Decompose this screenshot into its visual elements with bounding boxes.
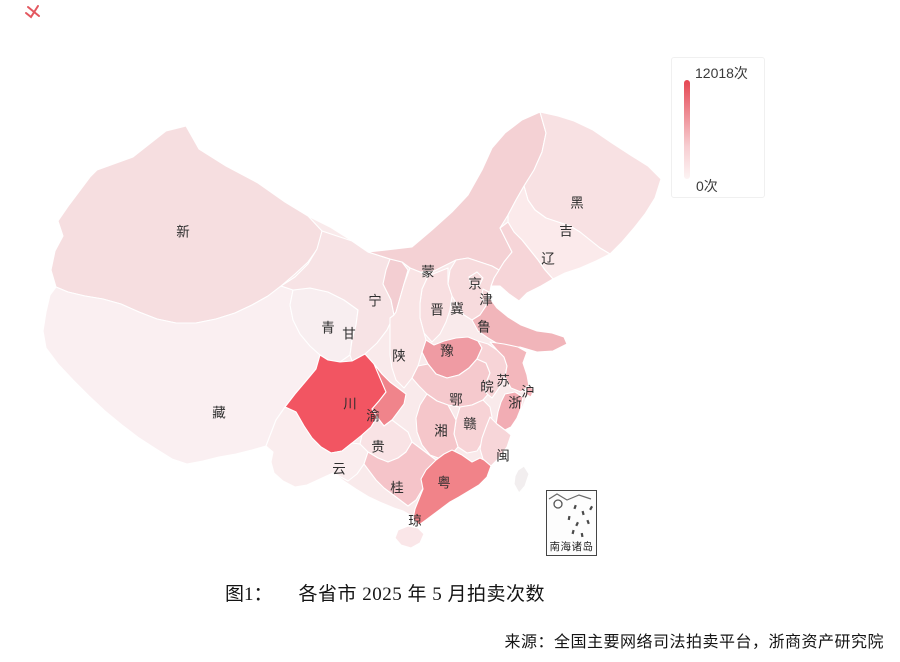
figure-caption: 图1： 各省市 2025 年 5 月拍卖次数 <box>225 579 545 606</box>
province-chongqing[interactable] <box>371 363 407 427</box>
figure-caption-text: 各省市 2025 年 5 月拍卖次数 <box>298 584 546 605</box>
legend-gradient-bar <box>684 80 690 179</box>
south-china-sea-inset: 南海诸岛 <box>546 490 597 556</box>
province-shanghai[interactable] <box>524 385 535 398</box>
legend-min-label: 0次 <box>696 178 718 194</box>
province-fujian[interactable] <box>479 416 512 467</box>
sea-inset-label: 南海诸岛 <box>549 541 594 553</box>
sea-islands-icon <box>548 493 594 538</box>
province-liaoning[interactable] <box>490 221 554 302</box>
source-line: 来源：全国主要网络司法拍卖平台，浙商资产研究院 <box>504 634 884 651</box>
province-guangdong[interactable] <box>412 449 492 526</box>
province-taiwan[interactable] <box>513 465 530 494</box>
province-beijing[interactable] <box>468 271 484 287</box>
legend-max-label: 12018次 <box>695 65 748 81</box>
province-hubei[interactable] <box>411 358 491 408</box>
stray-red-mark <box>25 5 40 19</box>
figure-caption-number: 图1： <box>225 584 273 605</box>
province-hainan[interactable] <box>394 525 425 549</box>
province-jiangsu[interactable] <box>489 341 530 393</box>
legend: 12018次 0次 <box>671 57 765 198</box>
province-zhejiang[interactable] <box>495 391 524 432</box>
province-yunnan[interactable] <box>265 406 369 488</box>
province-shaanxi[interactable] <box>389 267 429 389</box>
